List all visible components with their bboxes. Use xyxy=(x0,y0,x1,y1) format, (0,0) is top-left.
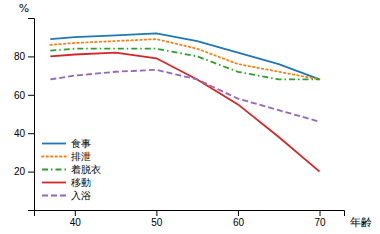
legend: 食事排泄着脱衣移動入浴 xyxy=(42,138,101,201)
x-tick-mark xyxy=(238,210,239,216)
x-tick-label: 70 xyxy=(314,217,326,228)
legend-item: 移動 xyxy=(42,177,91,188)
x-tick-label: 40 xyxy=(70,217,82,228)
x-tick-mark xyxy=(75,210,76,216)
x-tick-label: 60 xyxy=(233,217,245,228)
x-tick: 40 xyxy=(70,210,82,228)
legend-label: 食事 xyxy=(71,138,91,149)
legend-label: 移動 xyxy=(71,177,91,188)
legend-swatch xyxy=(42,156,66,158)
y-tick: 80 xyxy=(14,51,34,62)
legend-swatch xyxy=(42,143,66,145)
legend-label: 着脱衣 xyxy=(71,164,101,175)
lines xyxy=(50,33,319,171)
plot: 40 50 60 70 20 40 60 80 年齢% 食事排泄着脱衣移動入浴 xyxy=(14,2,372,229)
series-line xyxy=(50,53,319,172)
legend-swatch xyxy=(42,195,66,197)
series-line xyxy=(50,70,319,122)
y-tick-label: 20 xyxy=(14,166,26,177)
x-axis-label: 年齢 xyxy=(350,216,372,229)
y-tick-mark xyxy=(28,172,34,173)
y-tick: 60 xyxy=(14,90,34,101)
x-tick-mark xyxy=(156,210,157,216)
x-axis-line xyxy=(35,211,345,217)
legend-swatch xyxy=(42,169,66,171)
y-tick: 40 xyxy=(14,128,34,139)
legend-label: 排泄 xyxy=(71,151,91,162)
y-tick-label: 60 xyxy=(14,90,26,101)
x-tick: 60 xyxy=(233,210,245,228)
legend-item: 排泄 xyxy=(42,151,91,162)
legend-swatch xyxy=(42,182,66,184)
legend-item: 食事 xyxy=(42,138,91,149)
y-tick-label: 80 xyxy=(14,51,26,62)
y-axis-label: % xyxy=(19,2,29,15)
chart: 40 50 60 70 20 40 60 80 年齢% 食事排泄着脱衣移動入浴 xyxy=(0,0,380,234)
x-axis: 40 50 60 70 xyxy=(35,210,345,228)
x-tick: 70 xyxy=(314,210,326,228)
legend-item: 入浴 xyxy=(42,190,91,201)
x-tick: 50 xyxy=(151,210,163,228)
y-tick: 20 xyxy=(14,166,34,177)
y-axis: 20 40 60 80 xyxy=(14,19,35,211)
y-tick-mark xyxy=(28,95,34,96)
legend-label: 入浴 xyxy=(71,190,91,201)
y-tick-mark xyxy=(28,56,34,57)
x-tick-label: 50 xyxy=(151,217,163,228)
y-axis-line xyxy=(28,19,35,211)
y-tick-label: 40 xyxy=(14,128,26,139)
x-tick-mark xyxy=(320,210,321,216)
legend-item: 着脱衣 xyxy=(42,164,101,175)
y-tick-mark xyxy=(28,133,34,134)
